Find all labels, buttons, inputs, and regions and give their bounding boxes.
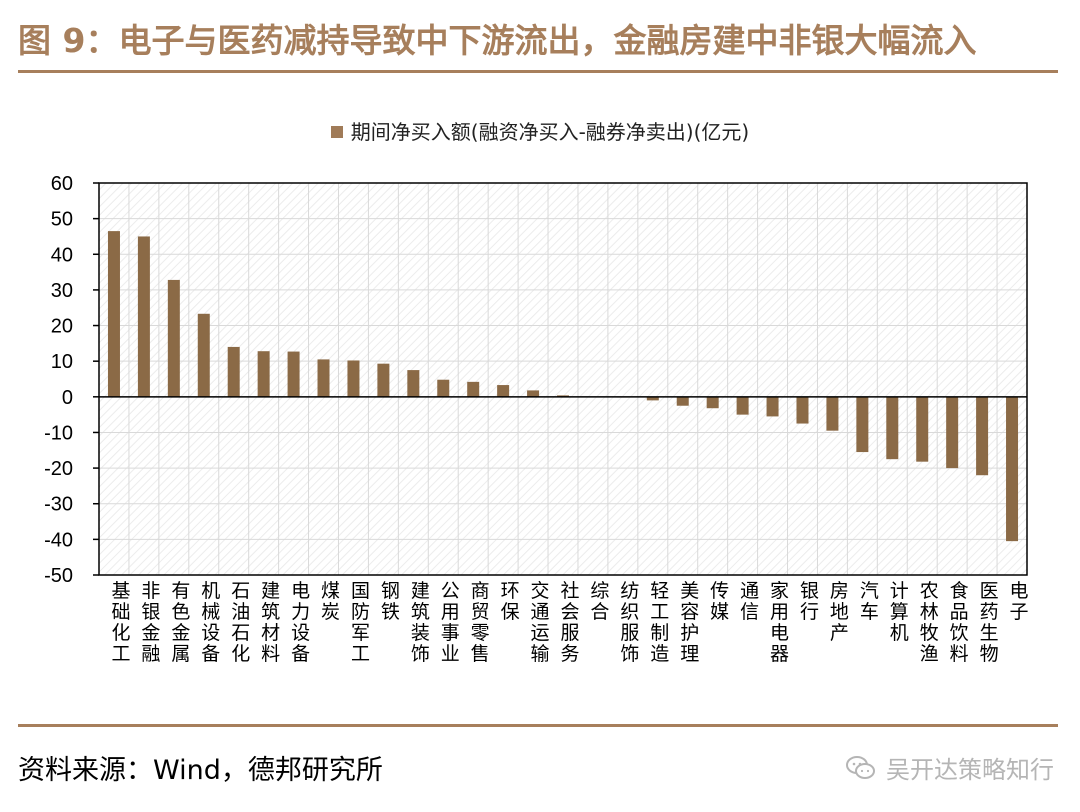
x-category-label: 汽车	[860, 580, 879, 623]
legend-label: 期间净买入额(融资净买入-融券净卖出)(亿元)	[350, 120, 750, 144]
x-category-label: 传媒	[710, 580, 729, 623]
y-tick-label: -10	[44, 422, 73, 444]
x-category-label: 电子	[1010, 580, 1029, 623]
x-category-label: 公用事业	[441, 580, 460, 665]
bar-计算机	[886, 396, 899, 460]
x-category-label: 家用电器	[770, 580, 789, 665]
x-category-label: 商贸零售	[471, 580, 490, 665]
bar-chart: 60 50 40 30 20 10 0 -10 -20 -30 -40 -50 基础化工非银金融有色金…	[44, 173, 1028, 665]
bar-环保	[497, 385, 510, 397]
bar-国防军工	[347, 360, 360, 397]
bar-基础化工	[107, 231, 120, 397]
chart-legend: 期间净买入额(融资净买入-融券净卖出)(亿元)	[0, 116, 1080, 145]
x-category-label: 建筑材料	[261, 580, 280, 665]
y-tick-label: 30	[51, 280, 73, 302]
y-tick-label: 50	[51, 209, 73, 231]
bar-建筑装饰	[407, 370, 420, 397]
vertical-gridlines	[128, 183, 998, 575]
bar-石油石化	[227, 346, 240, 397]
bar-农林牧渔	[916, 396, 929, 462]
x-category-labels: 基础化工非银金融有色金属机械设备石油石化建筑材料电力设备煤炭国防军工钢铁建筑装饰…	[111, 580, 1028, 665]
x-category-label: 基础化工	[111, 580, 130, 665]
bar-电子	[1006, 396, 1019, 542]
bar-房地产	[826, 396, 839, 431]
x-category-label: 钢铁	[381, 580, 400, 623]
title-rule	[18, 70, 1058, 73]
y-tick-label: 10	[51, 351, 73, 373]
bar-传媒	[706, 396, 719, 409]
x-category-label: 电力设备	[291, 580, 310, 665]
y-tick-label: 40	[51, 244, 73, 266]
x-category-label: 社会服务	[560, 580, 579, 665]
x-category-label: 环保	[501, 580, 520, 623]
bar-家用电器	[766, 396, 779, 417]
x-category-label: 石油石化	[231, 580, 250, 665]
x-category-label: 通信	[740, 580, 759, 623]
x-category-label: 医药生物	[980, 580, 999, 665]
y-tick-label: 20	[51, 316, 73, 338]
wechat-icon	[846, 755, 875, 779]
y-tick-label: 60	[51, 173, 73, 195]
x-category-label: 建筑装饰	[411, 580, 430, 665]
watermark-text: 吴开达策略知行	[886, 756, 1054, 784]
bar-汽车	[856, 396, 869, 453]
bar-机械设备	[197, 313, 210, 397]
x-category-label: 国防军工	[351, 580, 370, 665]
bar-食品饮料	[946, 396, 959, 469]
x-category-label: 煤炭	[321, 580, 340, 623]
plot-border	[98, 182, 1028, 576]
x-category-label: 房地产	[830, 580, 849, 644]
bar-煤炭	[317, 359, 330, 397]
bar-医药生物	[976, 396, 989, 476]
bar-有色金属	[167, 279, 180, 397]
x-category-label: 农林牧渔	[920, 580, 939, 665]
bar-轻工制造	[646, 396, 659, 401]
bar-建筑材料	[257, 351, 270, 397]
bar-非银金融	[137, 236, 150, 397]
bar-美容护理	[676, 396, 689, 406]
bar-电力设备	[287, 351, 300, 397]
bar-银行	[796, 396, 809, 424]
x-category-label: 有色金属	[171, 580, 190, 665]
plot-area	[99, 183, 1027, 575]
y-tick-labels: 60 50 40 30 20 10 0 -10 -20 -30 -40 -50	[44, 173, 73, 587]
watermark: 吴开达策略知行	[846, 750, 1054, 785]
y-tick-label: 0	[62, 387, 73, 409]
x-category-label: 机械设备	[201, 580, 220, 665]
x-category-label: 综合	[590, 580, 609, 623]
x-category-label: 纺织服饰	[620, 580, 639, 665]
y-tick-label: -30	[44, 494, 73, 516]
x-category-label: 银行	[800, 580, 819, 623]
y-tick-label: -20	[44, 458, 73, 480]
bar-钢铁	[377, 363, 390, 397]
x-category-label: 交通运输	[531, 580, 550, 665]
bar-通信	[736, 396, 749, 415]
footer-rule	[18, 724, 1058, 727]
x-category-label: 计算机	[890, 580, 909, 644]
bars	[107, 231, 1019, 542]
y-tick-label: -50	[44, 565, 73, 587]
bar-公用事业	[437, 379, 450, 397]
x-category-label: 轻工制造	[650, 580, 669, 665]
figure-title: 图 9：电子与医药减持导致中下游流出，金融房建中非银大幅流入	[18, 21, 977, 60]
x-category-label: 食品饮料	[950, 580, 969, 665]
axes	[93, 182, 1028, 576]
bar-交通运输	[527, 390, 540, 397]
bar-商贸零售	[467, 381, 480, 397]
source-note: 资料来源：Wind，德邦研究所	[18, 755, 383, 786]
x-category-label: 非银金融	[141, 580, 160, 665]
y-tick-label: -40	[44, 529, 73, 551]
x-category-label: 美容护理	[680, 580, 699, 665]
legend-swatch	[330, 125, 343, 138]
